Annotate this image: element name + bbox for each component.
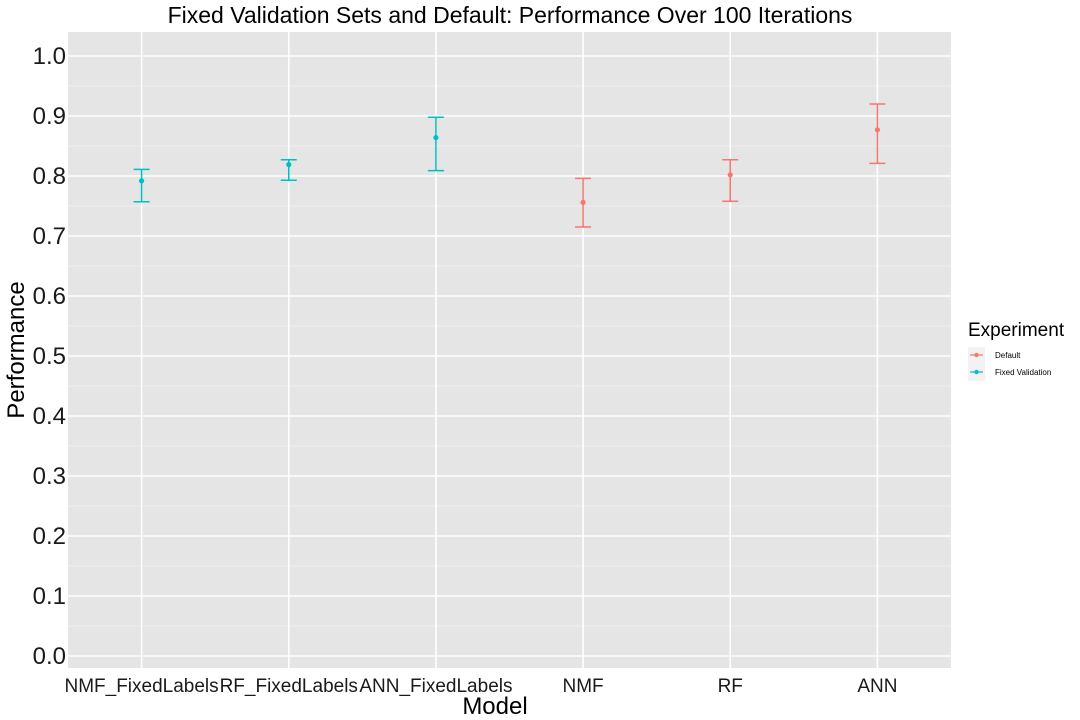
- y-tick-label: 0.9: [33, 103, 66, 130]
- y-tick-label: 0.3: [33, 463, 66, 490]
- data-marks: [133, 103, 886, 228]
- y-tick-label: 0.6: [33, 283, 66, 310]
- y-axis-ticks: 0.0 0.1 0.2 0.3 0.4 0.5 0.6 0.7 0.8 0.9 1.0: [33, 43, 66, 670]
- x-tick-label: ANN: [857, 676, 897, 697]
- x-tick-label: NMF_FixedLabels: [64, 676, 218, 697]
- minor-gridlines: [68, 85, 951, 627]
- chart-title: Fixed Validation Sets and Default: Perfo…: [168, 2, 853, 28]
- legend-key-point: [974, 369, 979, 375]
- legend-key-point: [974, 352, 979, 358]
- x-tick-label: RF: [718, 676, 743, 697]
- x-axis-title: Model: [462, 693, 527, 720]
- x-tick-label: RF_FixedLabels: [220, 676, 358, 697]
- y-tick-label: 0.8: [33, 163, 66, 190]
- plot-panel: [68, 32, 951, 668]
- y-tick-label: 0.4: [33, 403, 66, 430]
- data-point: [727, 172, 733, 178]
- y-tick-label: 0.1: [33, 583, 66, 610]
- legend: Experiment Default Fixed Validation: [968, 320, 1065, 381]
- data-point: [433, 135, 439, 141]
- data-point: [286, 162, 292, 168]
- y-tick-label: 0.0: [33, 643, 66, 670]
- x-tick-label: ANN_FixedLabels: [359, 676, 512, 697]
- y-tick-label: 0.7: [33, 223, 66, 250]
- legend-label: Default: [995, 351, 1021, 360]
- data-point: [580, 199, 586, 205]
- major-gridlines: [68, 32, 951, 668]
- y-tick-label: 1.0: [33, 43, 66, 70]
- data-point: [874, 127, 881, 133]
- y-tick-label: 0.2: [33, 523, 66, 550]
- y-axis-title: Performance: [3, 281, 30, 418]
- x-tick-label: NMF: [563, 676, 604, 697]
- y-tick-label: 0.5: [33, 343, 66, 370]
- data-point: [138, 178, 145, 184]
- legend-label: Fixed Validation: [995, 368, 1051, 377]
- x-axis-ticks: NMF_FixedLabels RF_FixedLabels ANN_FixedLa…: [64, 676, 897, 697]
- legend-title: Experiment: [968, 320, 1065, 341]
